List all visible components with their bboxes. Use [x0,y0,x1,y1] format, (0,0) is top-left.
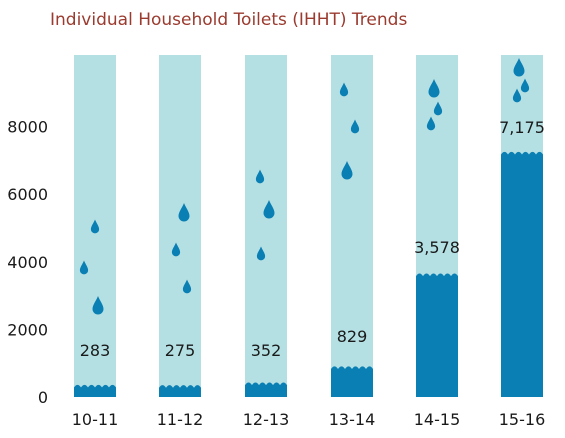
water-drop-icon [512,88,522,103]
bar-background [331,55,373,397]
chart-title: Individual Household Toilets (IHHT) Tren… [50,10,407,30]
water-drop-icon [350,119,360,134]
water-drop-icon [428,79,440,98]
x-tick-label: 15-16 [499,410,546,429]
water-drop-icon [79,260,89,275]
bar-background [245,55,287,397]
bar [74,384,116,397]
bar [331,366,373,397]
bar-group-10-11: 283 [74,55,116,397]
bar-background [159,55,201,397]
data-label: 352 [251,341,282,360]
water-drop-icon [92,296,104,315]
water-drop-icon [426,116,436,131]
bar [501,151,543,397]
y-tick-label: 2000 [7,320,48,339]
x-tick-label: 11-12 [157,410,204,429]
water-drop-icon [255,169,265,184]
y-axis: 0 2000 4000 6000 8000 [7,118,48,407]
bar [245,382,287,397]
water-drop-icon [341,161,353,180]
bar-group-14-15: 3,578 [414,55,460,397]
water-drop-icon [513,58,525,77]
data-label: 283 [80,341,111,360]
y-tick-label: 4000 [7,253,48,272]
x-tick-label: 12-13 [243,410,290,429]
bar-group-13-14: 829 [331,55,373,397]
bars: 283 275 352 829 3,578 7,175 [74,55,545,397]
x-tick-label: 10-11 [72,410,119,429]
water-drop-icon [178,203,190,222]
water-drop-icon [433,101,443,116]
data-label: 3,578 [414,238,460,257]
bar-group-12-13: 352 [245,55,287,397]
water-drop-icon [339,82,349,97]
x-tick-label: 14-15 [414,410,461,429]
x-tick-label: 13-14 [329,410,376,429]
data-label: 275 [165,341,196,360]
bar-group-15-16: 7,175 [499,55,545,397]
water-drop-icon [256,246,266,261]
water-drop-icon [520,78,530,93]
water-drop-icon [90,219,100,234]
y-tick-label: 0 [38,388,48,407]
y-tick-label: 6000 [7,185,48,204]
data-label: 829 [337,327,368,346]
x-axis: 10-11 11-12 12-13 13-14 14-15 15-16 [72,410,546,429]
water-drop-icon [182,279,192,294]
water-drop-icon [171,242,181,257]
water-drop-icon [263,200,275,219]
bar [416,273,458,397]
y-tick-label: 8000 [7,118,48,137]
bar-group-11-12: 275 [159,55,201,397]
bar [159,385,201,397]
data-label: 7,175 [499,118,545,137]
